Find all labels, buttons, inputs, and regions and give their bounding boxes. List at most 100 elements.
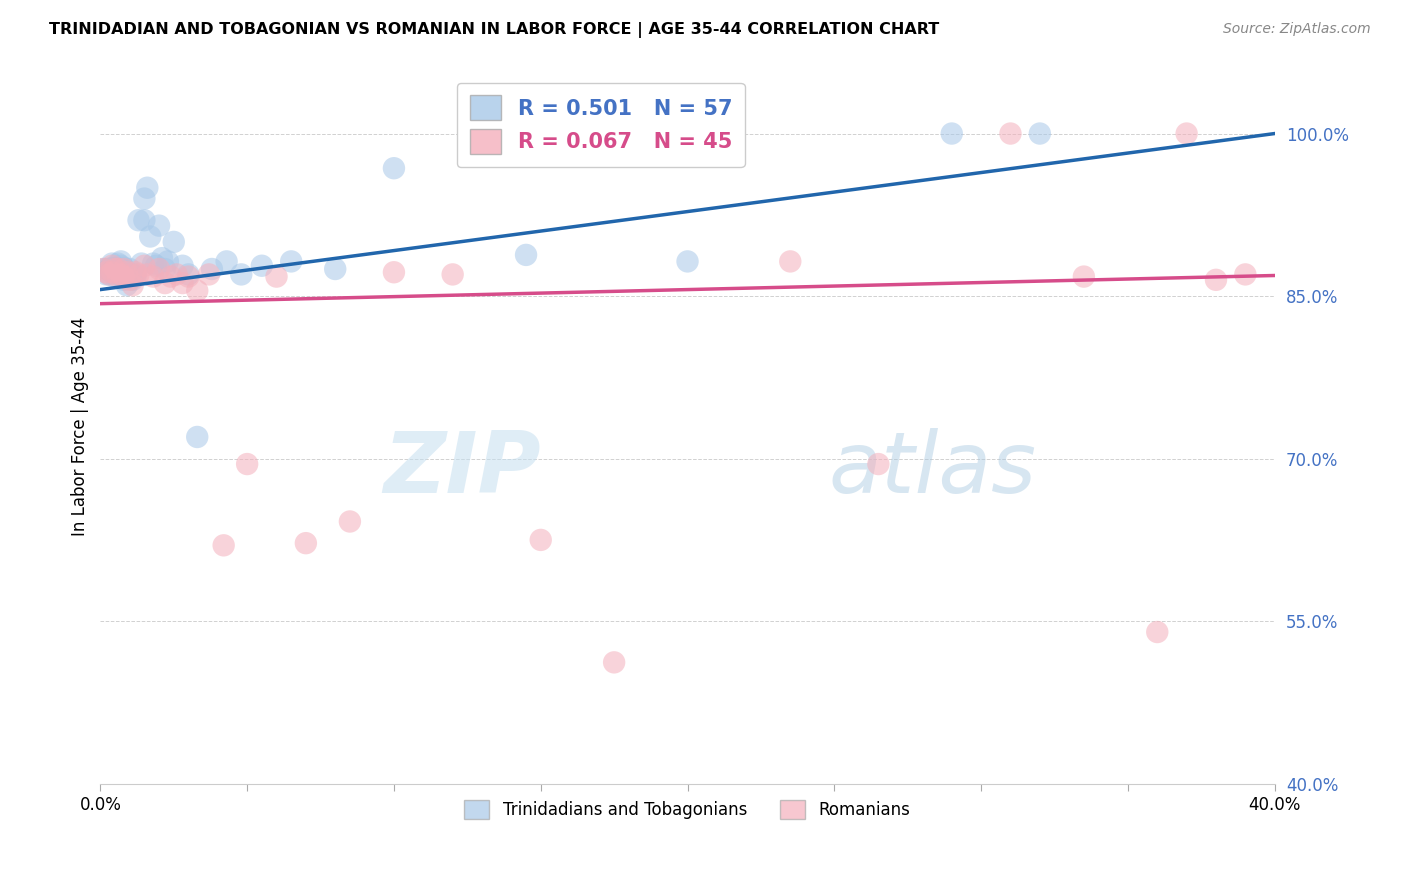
Point (124, 268, 146, 282)
Point (231, 268, 253, 282)
Point (186, 284, 208, 298)
Point (868, 457, 890, 471)
Point (104, 269, 127, 284)
Point (153, 276, 176, 290)
Point (159, 269, 181, 284)
Point (1146, 625, 1168, 640)
Text: Source: ZipAtlas.com: Source: ZipAtlas.com (1223, 22, 1371, 37)
Point (115, 278, 138, 293)
Point (676, 127, 699, 141)
Point (676, 254, 699, 268)
Point (177, 268, 200, 282)
Point (382, 161, 405, 176)
Point (118, 269, 141, 284)
Point (107, 262, 129, 277)
Point (118, 262, 141, 277)
Text: ZIP: ZIP (382, 427, 541, 510)
Point (98, 262, 121, 277)
Point (96, 262, 118, 277)
Point (148, 219, 170, 233)
Point (1029, 127, 1052, 141)
Point (136, 268, 159, 282)
Point (1234, 268, 1257, 282)
Point (121, 273, 143, 287)
Text: TRINIDADIAN AND TOBAGONIAN VS ROMANIAN IN LABOR FORCE | AGE 35-44 CORRELATION CH: TRINIDADIAN AND TOBAGONIAN VS ROMANIAN I… (49, 22, 939, 38)
Point (110, 268, 132, 282)
Point (1000, 127, 1022, 141)
Point (172, 276, 194, 290)
Point (101, 256, 124, 270)
Point (101, 265, 124, 279)
Point (941, 127, 963, 141)
Point (112, 268, 135, 282)
Point (118, 273, 141, 287)
Point (441, 268, 464, 282)
Point (236, 457, 259, 471)
Point (112, 260, 135, 275)
Point (128, 268, 150, 282)
Point (339, 515, 361, 529)
Point (112, 262, 135, 277)
Point (101, 260, 124, 275)
Point (603, 656, 626, 670)
Point (112, 269, 135, 284)
Point (107, 256, 129, 270)
Point (112, 273, 135, 287)
Point (139, 229, 162, 244)
Point (110, 259, 132, 273)
Point (98, 268, 121, 282)
Point (107, 262, 129, 277)
Point (163, 235, 186, 249)
Point (1073, 269, 1095, 284)
Point (115, 265, 138, 279)
Point (295, 536, 318, 550)
Point (280, 254, 302, 268)
Point (134, 259, 156, 273)
Point (101, 259, 124, 273)
Text: atlas: atlas (828, 427, 1036, 510)
Point (107, 265, 129, 279)
Point (148, 262, 170, 277)
Point (104, 262, 127, 277)
Point (124, 269, 146, 284)
Point (198, 268, 221, 282)
Point (215, 254, 238, 268)
Point (128, 213, 150, 227)
Point (121, 268, 143, 282)
Point (91, 262, 114, 277)
Point (98, 262, 121, 277)
Legend: Trinidadians and Tobagonians, Romanians: Trinidadians and Tobagonians, Romanians (458, 793, 917, 825)
Point (1175, 127, 1198, 141)
Point (98, 268, 121, 282)
Point (779, 254, 801, 268)
Point (250, 259, 273, 273)
Point (96, 265, 118, 279)
Point (150, 251, 173, 265)
Point (142, 256, 165, 270)
Point (115, 268, 138, 282)
Point (124, 265, 146, 279)
Point (110, 263, 132, 277)
Point (186, 430, 208, 444)
Point (1205, 273, 1227, 287)
Point (266, 269, 288, 284)
Point (212, 538, 235, 552)
Point (136, 180, 159, 194)
Point (104, 268, 127, 282)
Point (107, 269, 129, 284)
Point (172, 259, 194, 273)
Point (101, 265, 124, 279)
Point (104, 262, 127, 277)
Point (96, 268, 118, 282)
Point (515, 248, 537, 262)
Point (134, 192, 156, 206)
Point (134, 213, 156, 227)
Point (110, 254, 132, 268)
Point (153, 262, 176, 277)
Point (201, 262, 224, 277)
Point (156, 254, 179, 268)
Point (530, 533, 553, 547)
Point (121, 278, 143, 293)
Point (145, 259, 167, 273)
Point (142, 269, 165, 284)
